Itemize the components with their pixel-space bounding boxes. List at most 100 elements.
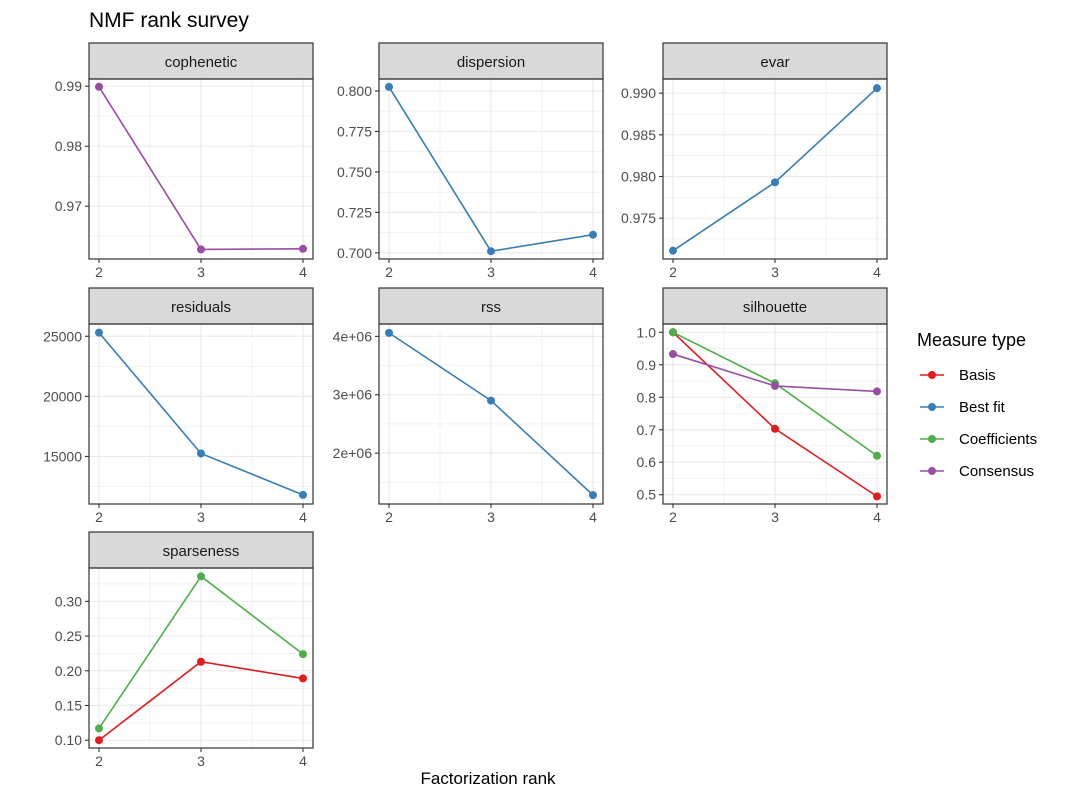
strip-background (378, 42, 604, 80)
x-tick-label: 2 (95, 753, 103, 769)
x-tick-label: 2 (669, 264, 677, 280)
legend-label: Best fit (959, 399, 1006, 416)
data-point (197, 657, 205, 666)
y-tick-label: 4e+06 (333, 328, 373, 344)
panel-rss: rss 2e+06 3e+06 4e+06 2 3 4 (333, 287, 604, 525)
legend-item-coefficients: Coefficients (920, 431, 1037, 448)
legend-key-point (928, 371, 936, 379)
x-tick-label: 2 (95, 264, 103, 280)
x-axis-title: Factorization rank (420, 769, 556, 788)
y-tick-label: 0.980 (621, 169, 656, 185)
y-tick-label: 0.9 (637, 357, 657, 373)
data-point (771, 381, 779, 390)
data-point (95, 328, 103, 337)
y-tick-label: 25000 (43, 328, 82, 344)
y-tick-label: 0.800 (337, 83, 372, 99)
y-tick-label: 0.10 (55, 732, 82, 748)
x-tick-label: 4 (589, 509, 597, 525)
strip-label: dispersion (457, 54, 525, 71)
y-tick-label: 0.15 (55, 698, 82, 714)
data-point (95, 82, 103, 91)
data-point (771, 424, 779, 433)
y-tick-label: 1.0 (637, 324, 657, 340)
y-tick-label: 0.8 (637, 389, 657, 405)
x-tick-label: 3 (771, 264, 779, 280)
x-tick-label: 4 (299, 509, 307, 525)
data-point (197, 245, 205, 254)
strip-label: cophenetic (165, 54, 238, 71)
y-tick-label: 0.5 (637, 487, 657, 503)
y-tick-label: 0.990 (621, 85, 656, 101)
data-point (197, 449, 205, 458)
y-tick-label: 0.99 (55, 78, 82, 94)
y-tick-label: 0.750 (337, 164, 372, 180)
legend-label: Basis (959, 367, 996, 384)
strip-background (662, 42, 888, 80)
strip-label: evar (760, 54, 789, 71)
legend-item-basis: Basis (920, 367, 996, 384)
strip-background (378, 287, 604, 325)
strip-label: silhouette (743, 299, 807, 316)
y-tick-label: 0.98 (55, 138, 82, 154)
legend-label: Coefficients (959, 431, 1037, 448)
strip-background (88, 42, 314, 80)
data-point (299, 490, 307, 499)
strip-background (88, 531, 314, 569)
panels-layer: cophenetic 0.97 0.98 0.99 2 3 4 dispersion 0.700… (43, 42, 888, 769)
y-tick-label: 0.6 (637, 454, 657, 470)
legend-item-best-fit: Best fit (920, 399, 1006, 416)
x-tick-label: 3 (487, 264, 495, 280)
data-point (95, 724, 103, 733)
panel-sparseness: sparseness 0.10 0.15 0.20 0.25 0.30 2 3 4 (55, 531, 314, 769)
y-tick-label: 3e+06 (333, 387, 373, 403)
x-tick-label: 4 (299, 264, 307, 280)
x-tick-label: 4 (873, 509, 881, 525)
legend-key-point (928, 403, 936, 411)
x-tick-label: 3 (487, 509, 495, 525)
y-tick-label: 2e+06 (333, 445, 373, 461)
legend-title: Measure type (917, 330, 1026, 350)
panel-residuals: residuals 15000 20000 25000 2 3 4 (43, 287, 314, 525)
legend-key-point (928, 435, 936, 443)
data-point (487, 247, 495, 256)
data-point (197, 572, 205, 581)
data-point (873, 84, 881, 93)
y-tick-label: 0.725 (337, 204, 372, 220)
data-point (299, 650, 307, 659)
x-tick-label: 2 (669, 509, 677, 525)
data-point (95, 736, 103, 745)
data-point (669, 350, 677, 359)
data-point (873, 492, 881, 501)
panel-dispersion: dispersion 0.700 0.725 0.750 0.775 0.800 2 3 4 (337, 42, 604, 280)
data-point (669, 328, 677, 337)
data-point (385, 82, 393, 91)
legend-label: Consensus (959, 463, 1034, 480)
x-tick-label: 4 (873, 264, 881, 280)
data-point (299, 674, 307, 683)
x-tick-label: 2 (95, 509, 103, 525)
data-point (771, 178, 779, 187)
y-tick-label: 20000 (43, 388, 82, 404)
x-tick-label: 4 (299, 753, 307, 769)
strip-label: rss (481, 299, 501, 316)
chart-title: NMF rank survey (89, 9, 249, 32)
x-tick-label: 3 (197, 753, 205, 769)
panel-silhouette: silhouette 0.5 0.6 0.7 0.8 0.9 1.0 2 3 4 (637, 287, 888, 525)
y-tick-label: 0.30 (55, 593, 82, 609)
y-tick-label: 0.20 (55, 663, 82, 679)
legend: Measure type Basis Best fit Coefficients Co… (917, 330, 1037, 480)
strip-background (88, 287, 314, 325)
legend-item-consensus: Consensus (920, 463, 1034, 480)
x-tick-label: 3 (197, 264, 205, 280)
data-point (385, 328, 393, 337)
y-tick-label: 0.775 (337, 123, 372, 139)
y-tick-label: 15000 (43, 448, 82, 464)
y-tick-label: 0.7 (637, 422, 657, 438)
x-tick-label: 3 (771, 509, 779, 525)
y-tick-label: 0.700 (337, 245, 372, 261)
data-point (487, 396, 495, 405)
x-tick-label: 2 (385, 509, 393, 525)
y-tick-label: 0.985 (621, 127, 656, 143)
